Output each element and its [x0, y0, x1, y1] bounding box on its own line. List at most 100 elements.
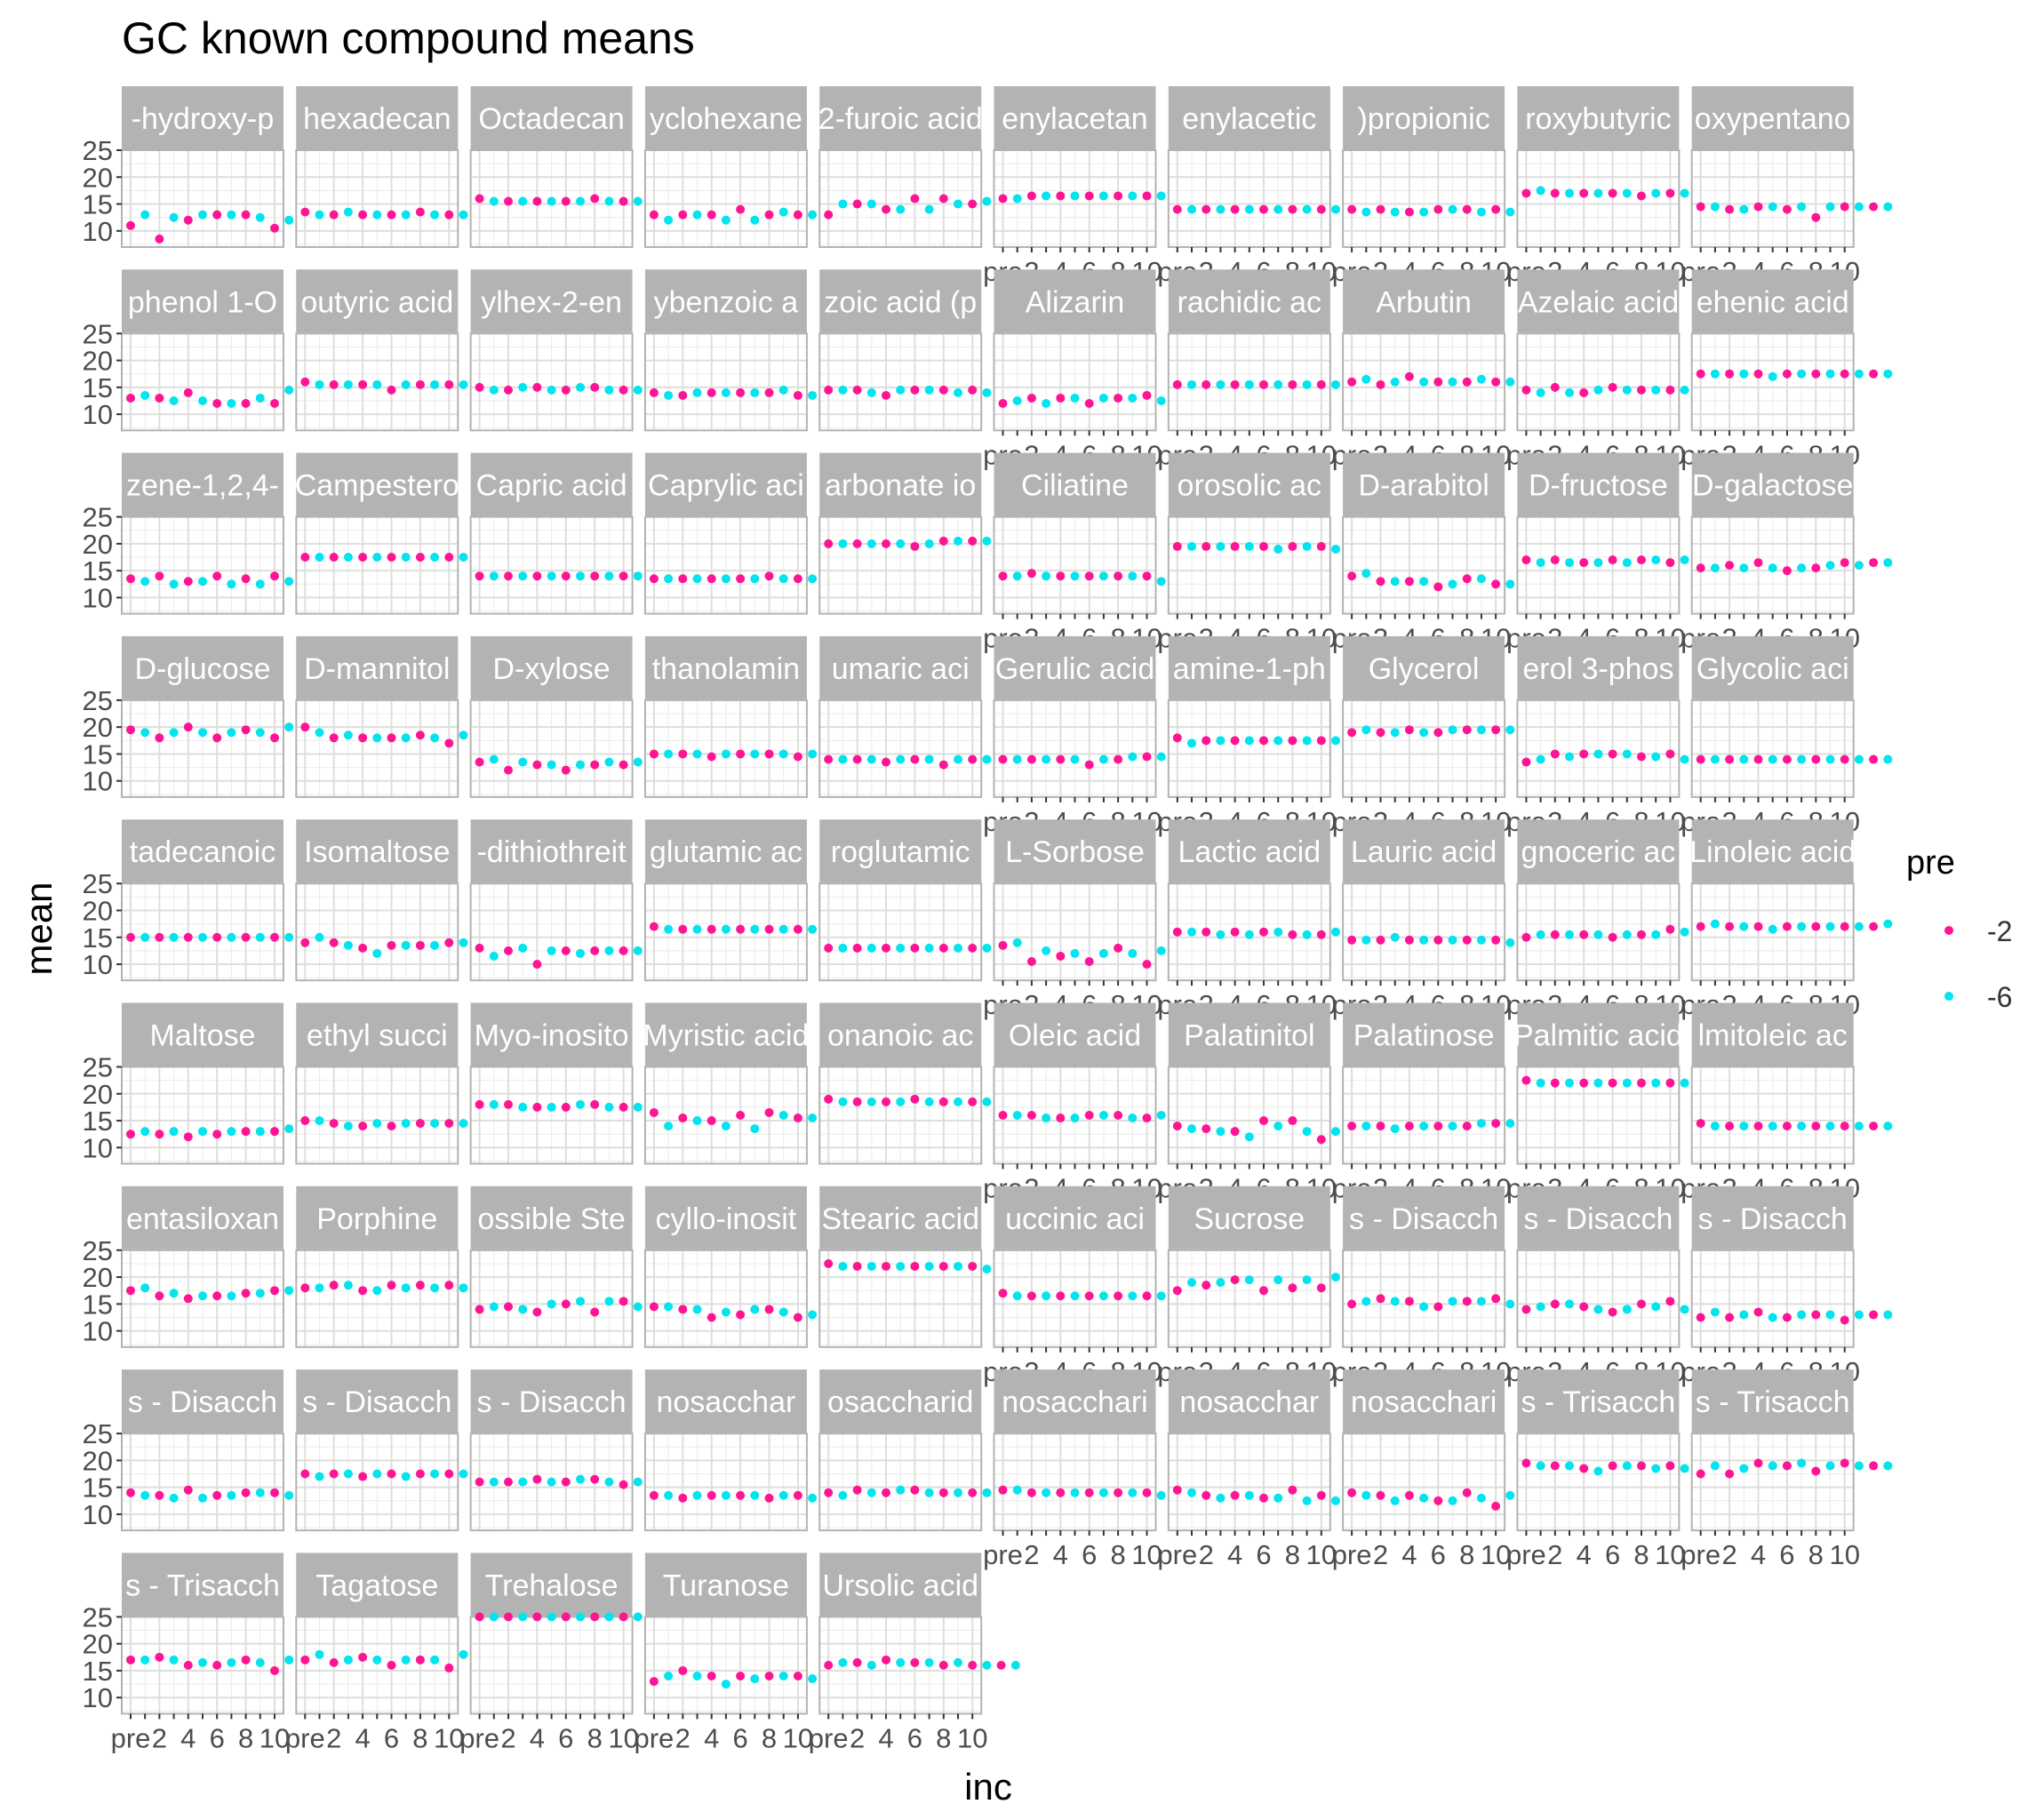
data-point-series-1	[1230, 1127, 1240, 1137]
data-point-series-1	[126, 1130, 135, 1139]
facet-panel: Ciliatinepre246810	[983, 452, 1195, 654]
data-point-series-1	[387, 940, 396, 950]
data-point-series-1	[126, 725, 135, 735]
data-point-series-1	[852, 385, 862, 395]
data-point-series-1	[300, 722, 310, 732]
data-point-series-2	[982, 1097, 992, 1106]
data-point-series-2	[284, 1286, 294, 1296]
facet-panel: ethyl succi	[295, 1002, 497, 1165]
data-point-series-2	[1070, 754, 1080, 764]
data-point-series-1	[183, 1485, 193, 1495]
data-point-series-2	[140, 728, 150, 738]
facet-strip	[994, 635, 1156, 700]
data-point-series-1	[707, 1313, 716, 1322]
panel-border	[469, 332, 634, 432]
data-point-series-2	[1797, 1122, 1807, 1131]
data-point-series-2	[1128, 571, 1138, 581]
data-point-series-1	[852, 1097, 862, 1106]
data-point-series-2	[1739, 369, 1749, 379]
x-tick-label: 10	[1306, 1539, 1337, 1570]
data-point-series-1	[1288, 541, 1297, 551]
facet-panel: Porphine	[295, 1185, 497, 1348]
y-tick-label: 10	[83, 399, 113, 430]
facet-strip	[470, 1369, 633, 1434]
data-point-series-1	[1347, 204, 1357, 214]
data-point-series-1	[1114, 1111, 1123, 1120]
data-point-series-2	[1390, 932, 1400, 942]
data-point-series-1	[561, 1102, 571, 1112]
data-point-series-1	[241, 725, 251, 735]
facet-strip-label: D-xylose	[492, 652, 610, 686]
facet-panel: s - Disacchpre246810	[1332, 1185, 1544, 1387]
data-point-series-2	[1505, 1490, 1515, 1500]
facet-strip-label: s - Disacch	[1349, 1202, 1498, 1236]
data-point-series-1	[1550, 1299, 1560, 1309]
data-point-series-2	[1622, 385, 1632, 395]
facet-strip	[296, 269, 459, 334]
data-point-series-1	[882, 1097, 890, 1106]
data-point-series-1	[1404, 207, 1414, 217]
data-point-series-2	[924, 754, 934, 764]
facet-strip-label: s - Trisacch	[125, 1569, 280, 1602]
x-tick-label: 2	[1373, 1539, 1388, 1570]
data-point-series-1	[415, 1119, 425, 1129]
data-point-series-1	[241, 210, 251, 220]
facet-strip-label: Alizarin	[1026, 285, 1124, 319]
facet-strip-label: s - Disacch	[477, 1385, 627, 1419]
data-point-series-1	[241, 574, 251, 584]
data-point-series-2	[1476, 935, 1486, 945]
facet-strip	[1517, 452, 1680, 517]
data-point-series-1	[882, 539, 890, 548]
facet-strip-label: Ciliatine	[1021, 469, 1129, 503]
data-point-series-1	[1288, 379, 1297, 389]
data-point-series-1	[1142, 960, 1152, 970]
data-point-series-2	[1505, 725, 1515, 735]
panel-border	[818, 882, 983, 982]
facet-strip-label: yclohexane	[650, 102, 802, 136]
data-point-series-2	[459, 1469, 468, 1479]
data-point-series-1	[1521, 1075, 1531, 1085]
data-point-series-2	[169, 1493, 179, 1503]
data-point-series-2	[1012, 395, 1022, 405]
x-tick-label: 2	[675, 1722, 691, 1753]
data-point-series-2	[692, 1490, 702, 1500]
data-point-series-2	[1622, 749, 1632, 759]
data-point-series-2	[1565, 1078, 1574, 1088]
data-point-series-1	[1316, 1490, 1326, 1500]
data-point-series-2	[1244, 379, 1254, 389]
data-point-series-2	[315, 379, 324, 389]
data-point-series-1	[736, 387, 746, 397]
data-point-series-2	[1274, 1275, 1283, 1285]
data-point-series-2	[1505, 377, 1515, 387]
y-tick-label: 20	[83, 1079, 113, 1110]
data-point-series-1	[212, 1660, 222, 1670]
facet-strip	[296, 1553, 459, 1617]
x-tick-label: 10	[434, 1722, 464, 1753]
data-point-series-2	[1156, 577, 1166, 587]
data-point-series-2	[1012, 938, 1022, 947]
data-point-series-2	[401, 1655, 411, 1664]
data-point-series-1	[1056, 1291, 1066, 1301]
data-point-series-2	[1070, 571, 1080, 581]
data-point-series-2	[1244, 736, 1254, 746]
data-point-series-2	[1187, 1488, 1196, 1497]
data-point-series-2	[1710, 1307, 1720, 1317]
facet-panel: D-mannitol	[295, 635, 497, 798]
data-point-series-2	[1070, 191, 1080, 201]
data-point-series-1	[1288, 736, 1297, 746]
data-point-series-2	[1302, 930, 1312, 939]
data-point-series-1	[1608, 749, 1617, 759]
data-point-series-1	[387, 733, 396, 743]
data-point-series-2	[1651, 1078, 1661, 1088]
data-point-series-2	[372, 1119, 382, 1129]
data-point-series-1	[649, 1302, 659, 1312]
facet-strip	[1517, 635, 1680, 700]
data-point-series-2	[1505, 1119, 1515, 1129]
data-point-series-2	[664, 1490, 674, 1500]
data-point-series-2	[1216, 1493, 1226, 1503]
facet-strip	[1691, 452, 1854, 517]
data-point-series-1	[1550, 188, 1560, 198]
data-point-series-2	[633, 757, 643, 767]
data-point-series-2	[140, 577, 150, 587]
